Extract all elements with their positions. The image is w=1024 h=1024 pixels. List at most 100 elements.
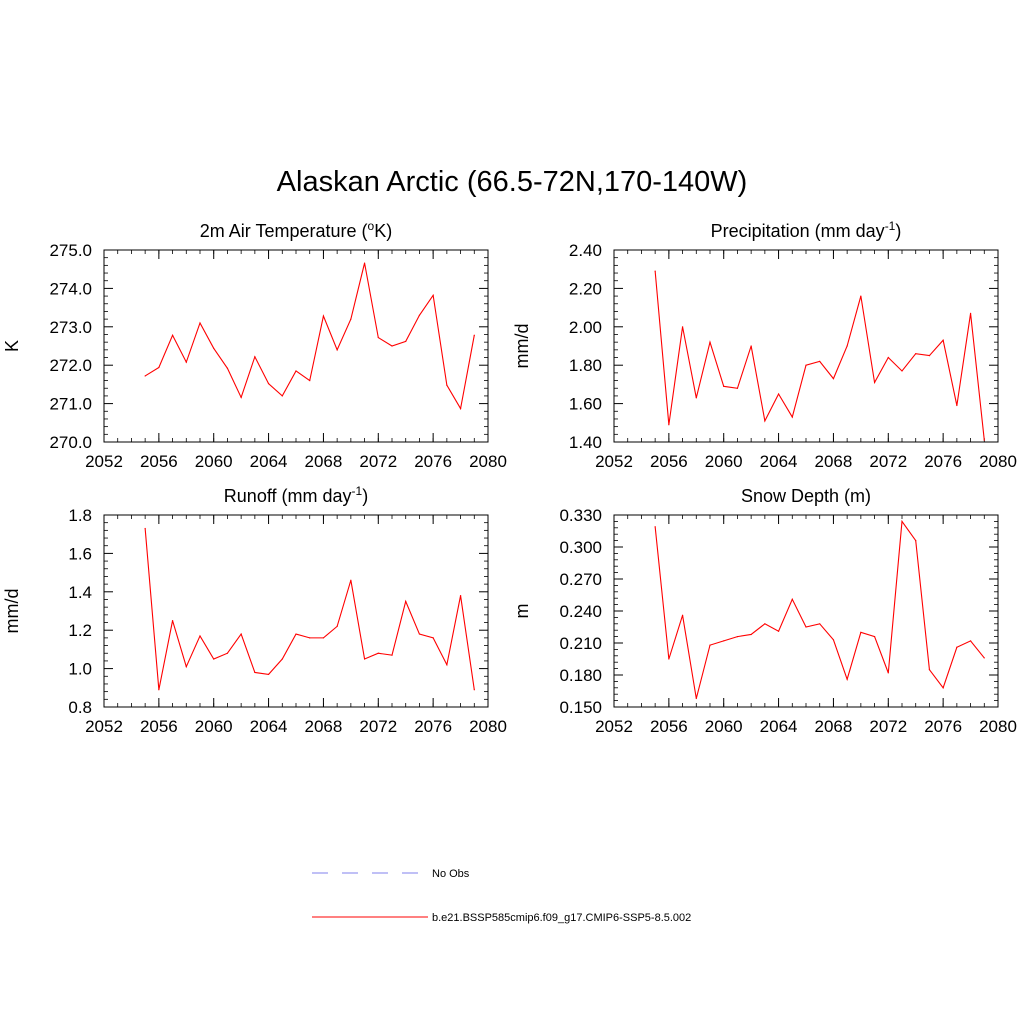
x-tick-label: 2072	[359, 717, 397, 736]
data-point	[983, 439, 985, 441]
figure-title: Alaskan Arctic (66.5-72N,170-140W)	[276, 166, 748, 198]
x-tick-label: 2052	[595, 717, 633, 736]
data-point	[432, 637, 434, 639]
data-point	[473, 689, 475, 691]
data-point	[377, 336, 379, 339]
y-axis-label: m	[512, 604, 532, 619]
data-point	[956, 646, 958, 648]
data-point	[350, 318, 352, 320]
y-tick-label: 0.150	[559, 698, 602, 717]
data-point	[777, 630, 780, 632]
y-tick-label: 1.8	[68, 506, 92, 525]
data-point	[459, 595, 462, 597]
x-tick-label: 2080	[979, 717, 1017, 736]
data-point	[764, 420, 766, 422]
x-tick-label: 2068	[305, 717, 343, 736]
data-point	[473, 334, 475, 336]
data-point	[213, 658, 215, 660]
data-point	[295, 633, 297, 635]
data-point	[144, 527, 146, 530]
series-line	[654, 519, 985, 699]
data-point	[750, 633, 752, 636]
y-tick-label: 0.8	[68, 698, 92, 717]
data-point	[418, 314, 421, 316]
x-tick-label: 2068	[815, 717, 853, 736]
data-point	[309, 379, 311, 382]
y-tick-label: 0.210	[559, 634, 602, 653]
data-point	[969, 640, 972, 642]
chart-precipitation: 2052 2056 2060 2064 2068 2072 2076 2080 1.40 1.60…	[512, 219, 1017, 471]
data-point	[709, 644, 711, 646]
data-point	[171, 334, 174, 336]
x-tick-label: 2064	[250, 452, 288, 471]
y-tick-label: 274.0	[49, 279, 92, 298]
data-point	[736, 387, 739, 389]
data-point	[956, 404, 958, 407]
legend-label-model: b.e21.BSSP585cmip6.f09_g17.CMIP6-SSP5-8.…	[432, 912, 691, 924]
chart-runoff: 2052 2056 2060 2064 2068 2072 2076 2080 0.8 1.0 1.…	[2, 484, 507, 736]
data-point	[377, 652, 379, 654]
y-tick-label: 2.20	[569, 279, 602, 298]
data-point	[391, 345, 393, 347]
y-tick-label: 272.0	[49, 356, 92, 375]
y-tick-label: 1.0	[68, 660, 92, 679]
data-point	[391, 654, 393, 656]
data-point	[363, 658, 366, 660]
x-tick-label: 2076	[924, 452, 962, 471]
y-tick-label: 0.270	[559, 570, 602, 589]
data-point	[928, 355, 931, 357]
x-tick-label: 2056	[140, 452, 178, 471]
x-tick-label: 2064	[250, 717, 288, 736]
data-point	[267, 673, 270, 675]
y-tick-label: 1.80	[569, 356, 602, 375]
data-point	[654, 270, 656, 272]
x-tick-label: 2080	[979, 452, 1017, 471]
y-tick-label: 1.6	[68, 544, 92, 563]
y-tick-label: 270.0	[49, 433, 92, 452]
x-tick-label: 2060	[705, 452, 743, 471]
data-point	[158, 366, 160, 369]
series-line	[654, 271, 985, 441]
panel-title: 2m Air Temperature (oK)	[200, 219, 392, 241]
x-tick-label: 2056	[650, 452, 688, 471]
chart-air-temperature: 2052 2056 2060 2064 2068 2072 2076 2080 270.0 271…	[2, 219, 507, 471]
y-tick-label: 0.180	[559, 666, 602, 685]
x-tick-label: 2060	[705, 717, 743, 736]
x-tick-label: 2056	[140, 717, 178, 736]
data-point	[819, 360, 821, 362]
x-tick-label: 2080	[469, 452, 507, 471]
data-point	[709, 341, 711, 343]
legend-label-no-obs: No Obs	[432, 868, 470, 880]
x-tick-label: 2060	[195, 452, 233, 471]
y-axis-label: mm/d	[2, 589, 22, 634]
data-point	[199, 322, 201, 324]
data-point	[901, 520, 903, 523]
data-point	[185, 666, 187, 668]
data-point	[819, 623, 821, 625]
data-point	[322, 315, 325, 317]
data-point	[846, 678, 848, 680]
data-point	[928, 669, 931, 671]
data-point	[350, 579, 352, 581]
x-tick-label: 2080	[469, 717, 507, 736]
data-point	[942, 339, 944, 341]
data-point	[805, 626, 807, 628]
y-tick-label: 1.4	[68, 583, 92, 602]
x-tick-label: 2052	[85, 717, 123, 736]
data-point	[723, 640, 725, 642]
data-point	[185, 361, 187, 363]
data-point	[860, 295, 862, 297]
y-axis-label: K	[2, 340, 22, 352]
plot-frame	[103, 249, 489, 443]
data-point	[736, 636, 739, 638]
data-point	[446, 664, 448, 666]
chart-panels: 2052 2056 2060 2064 2068 2072 2076 2080 270.0 271…	[2, 219, 1017, 736]
x-tick-label: 2052	[595, 452, 633, 471]
data-point	[171, 620, 174, 622]
data-point	[873, 381, 876, 384]
x-tick-label: 2072	[359, 452, 397, 471]
data-point	[240, 396, 242, 399]
y-tick-label: 273.0	[49, 318, 92, 337]
x-tick-label: 2060	[195, 717, 233, 736]
data-point	[983, 657, 985, 659]
